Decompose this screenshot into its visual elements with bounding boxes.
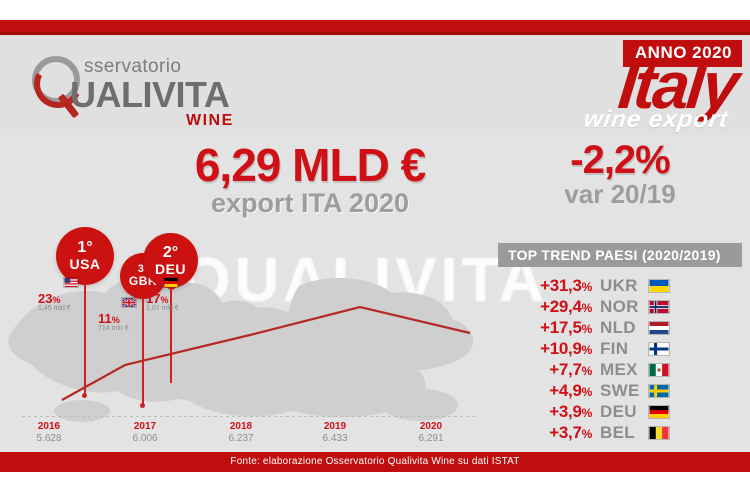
marker-pin-deu: [170, 287, 172, 383]
marker-label-deu: 17% 1,07 mld €: [146, 291, 179, 312]
usa-flag: [63, 277, 79, 288]
trend-row-swe: +4,9% SWE: [498, 380, 742, 401]
variation-stat: -2,2% var 20/19: [500, 138, 740, 210]
bottom-white-strip: [0, 472, 750, 500]
marker-bubble-usa: 1° USA: [56, 227, 114, 285]
timeline-value: 6.237: [228, 433, 254, 444]
trend-line: [61, 305, 471, 401]
marker-rank-deu: 2°: [162, 243, 179, 261]
trend-list: +31,3% UKR +29,4% NOR +17,5% NLD: [498, 275, 742, 443]
sweden-flag: [648, 383, 670, 398]
marker-value-deu: 1,07 mld €: [146, 305, 179, 312]
timeline-axis: [22, 416, 477, 417]
trend-row-mex: +7,7% MEX: [498, 359, 742, 380]
marker-pct-usa: 23%: [38, 291, 61, 306]
trend-code-nld: NLD: [600, 317, 636, 337]
trend-code-nor: NOR: [600, 296, 639, 316]
timeline-year: 2016: [37, 421, 61, 432]
timeline-item: 2016 5.628: [14, 421, 84, 444]
export-label: export ITA 2020: [210, 188, 410, 218]
timeline-year: 2017: [133, 421, 157, 432]
germany-flag: [648, 404, 670, 419]
timeline-item: 2020 6.291: [396, 421, 466, 444]
anno-badge: ANNO 2020: [622, 40, 742, 67]
trend-pct-ukr: +31,3%: [540, 275, 592, 295]
timeline-value: 6.006: [132, 433, 158, 444]
marker-value-gbr: 714 mln €: [98, 325, 129, 332]
finland-flag: [648, 341, 670, 356]
marker-code-deu: DEU: [154, 260, 187, 277]
marker-bubble-deu: 2° DEU: [143, 233, 198, 288]
export-value: 6,29 MLD €: [194, 139, 426, 191]
marker-pin-usa: [84, 285, 86, 395]
timeline-year: 2020: [419, 421, 443, 432]
netherlands-flag: [648, 320, 670, 335]
deu-flag: [163, 277, 179, 288]
belgium-flag: [648, 425, 670, 440]
timeline-value: 6.433: [322, 433, 348, 444]
trend-code-fin: FIN: [600, 338, 629, 358]
marker-rank-usa: 1°: [77, 239, 93, 257]
trend-code-ukr: UKR: [600, 275, 638, 295]
trend-row-fin: +10,9% FIN: [498, 338, 742, 359]
trend-row-nld: +17,5% NLD: [498, 317, 742, 338]
export-stat: 6,29 MLD € export ITA 2020: [120, 138, 500, 219]
trend-row-bel: +3,7% BEL: [498, 422, 742, 443]
marker-pct-gbr: 11%: [98, 311, 120, 326]
mexico-flag: [648, 362, 670, 377]
timeline-value: 6.291: [418, 433, 444, 444]
source-footer: Fonte: elaborazione Osservatorio Qualivi…: [0, 452, 750, 472]
trend-pct-fin: +10,9%: [540, 338, 592, 358]
timeline-value: 5.628: [36, 433, 62, 444]
trend-pct-bel: +3,7%: [549, 422, 592, 442]
marker-pin-gbr: [142, 299, 144, 405]
brand-logo: sservatorio UALIVITA WINE: [27, 50, 288, 132]
logo-qualivita-text: UALIVITA: [70, 74, 230, 115]
trend-pct-nld: +17,5%: [540, 317, 592, 337]
marker-label-usa: 23% 1,45 mld €: [38, 291, 71, 312]
marker-rank-gbr: 3°: [137, 262, 149, 275]
trend-pct-mex: +7,7%: [549, 359, 592, 379]
trend-row-ukr: +31,3% UKR: [498, 275, 742, 296]
variation-label: var 20/19: [564, 179, 676, 209]
world-map: 1° USA 23% 1,45 mld € 3° GBR 11%: [0, 215, 500, 450]
trend-code-swe: SWE: [600, 380, 640, 400]
gbr-flag: [121, 297, 137, 308]
timeline-item: 2019 6.433: [300, 421, 370, 444]
marker-dot-usa: [82, 393, 87, 398]
magnifier-icon: [27, 53, 89, 119]
trend-code-mex: MEX: [600, 359, 638, 379]
marker-value-usa: 1,45 mld €: [38, 305, 71, 312]
timeline-item: 2017 6.006: [110, 421, 180, 444]
logo-osservatorio-text: sservatorio: [84, 56, 182, 77]
top-red-bar: [0, 20, 750, 35]
page-subtitle: wine export: [581, 106, 730, 133]
norway-flag: [648, 299, 670, 314]
marker-label-gbr: 11% 714 mln €: [98, 311, 129, 332]
logo-wine-text: WINE: [186, 112, 234, 129]
variation-value: -2,2%: [570, 138, 671, 182]
marker-dot-gbr: [140, 403, 145, 408]
trend-row-deu: +3,9% DEU: [498, 401, 742, 422]
timeline-year: 2019: [323, 421, 347, 432]
top-trend-panel: TOP TREND PAESI (2020/2019) +31,3% UKR +…: [498, 243, 742, 443]
trend-pct-deu: +3,9%: [549, 401, 592, 421]
ukraine-flag: [648, 278, 670, 293]
marker-code-usa: USA: [69, 256, 101, 273]
trend-pct-nor: +29,4%: [540, 296, 592, 316]
timeline-year: 2018: [229, 421, 253, 432]
trend-code-bel: BEL: [600, 422, 635, 442]
trend-pct-swe: +4,9%: [549, 380, 592, 400]
timeline-item: 2018 6.237: [206, 421, 276, 444]
trend-row-nor: +29,4% NOR: [498, 296, 742, 317]
panel-title: TOP TREND PAESI (2020/2019): [498, 243, 742, 267]
marker-pct-deu: 17%: [146, 291, 169, 306]
trend-code-deu: DEU: [600, 401, 637, 421]
top-white-strip: [0, 0, 750, 20]
export-timeline: 2016 5.628 2017 6.006 2018 6.237 2019 6.…: [0, 416, 500, 450]
